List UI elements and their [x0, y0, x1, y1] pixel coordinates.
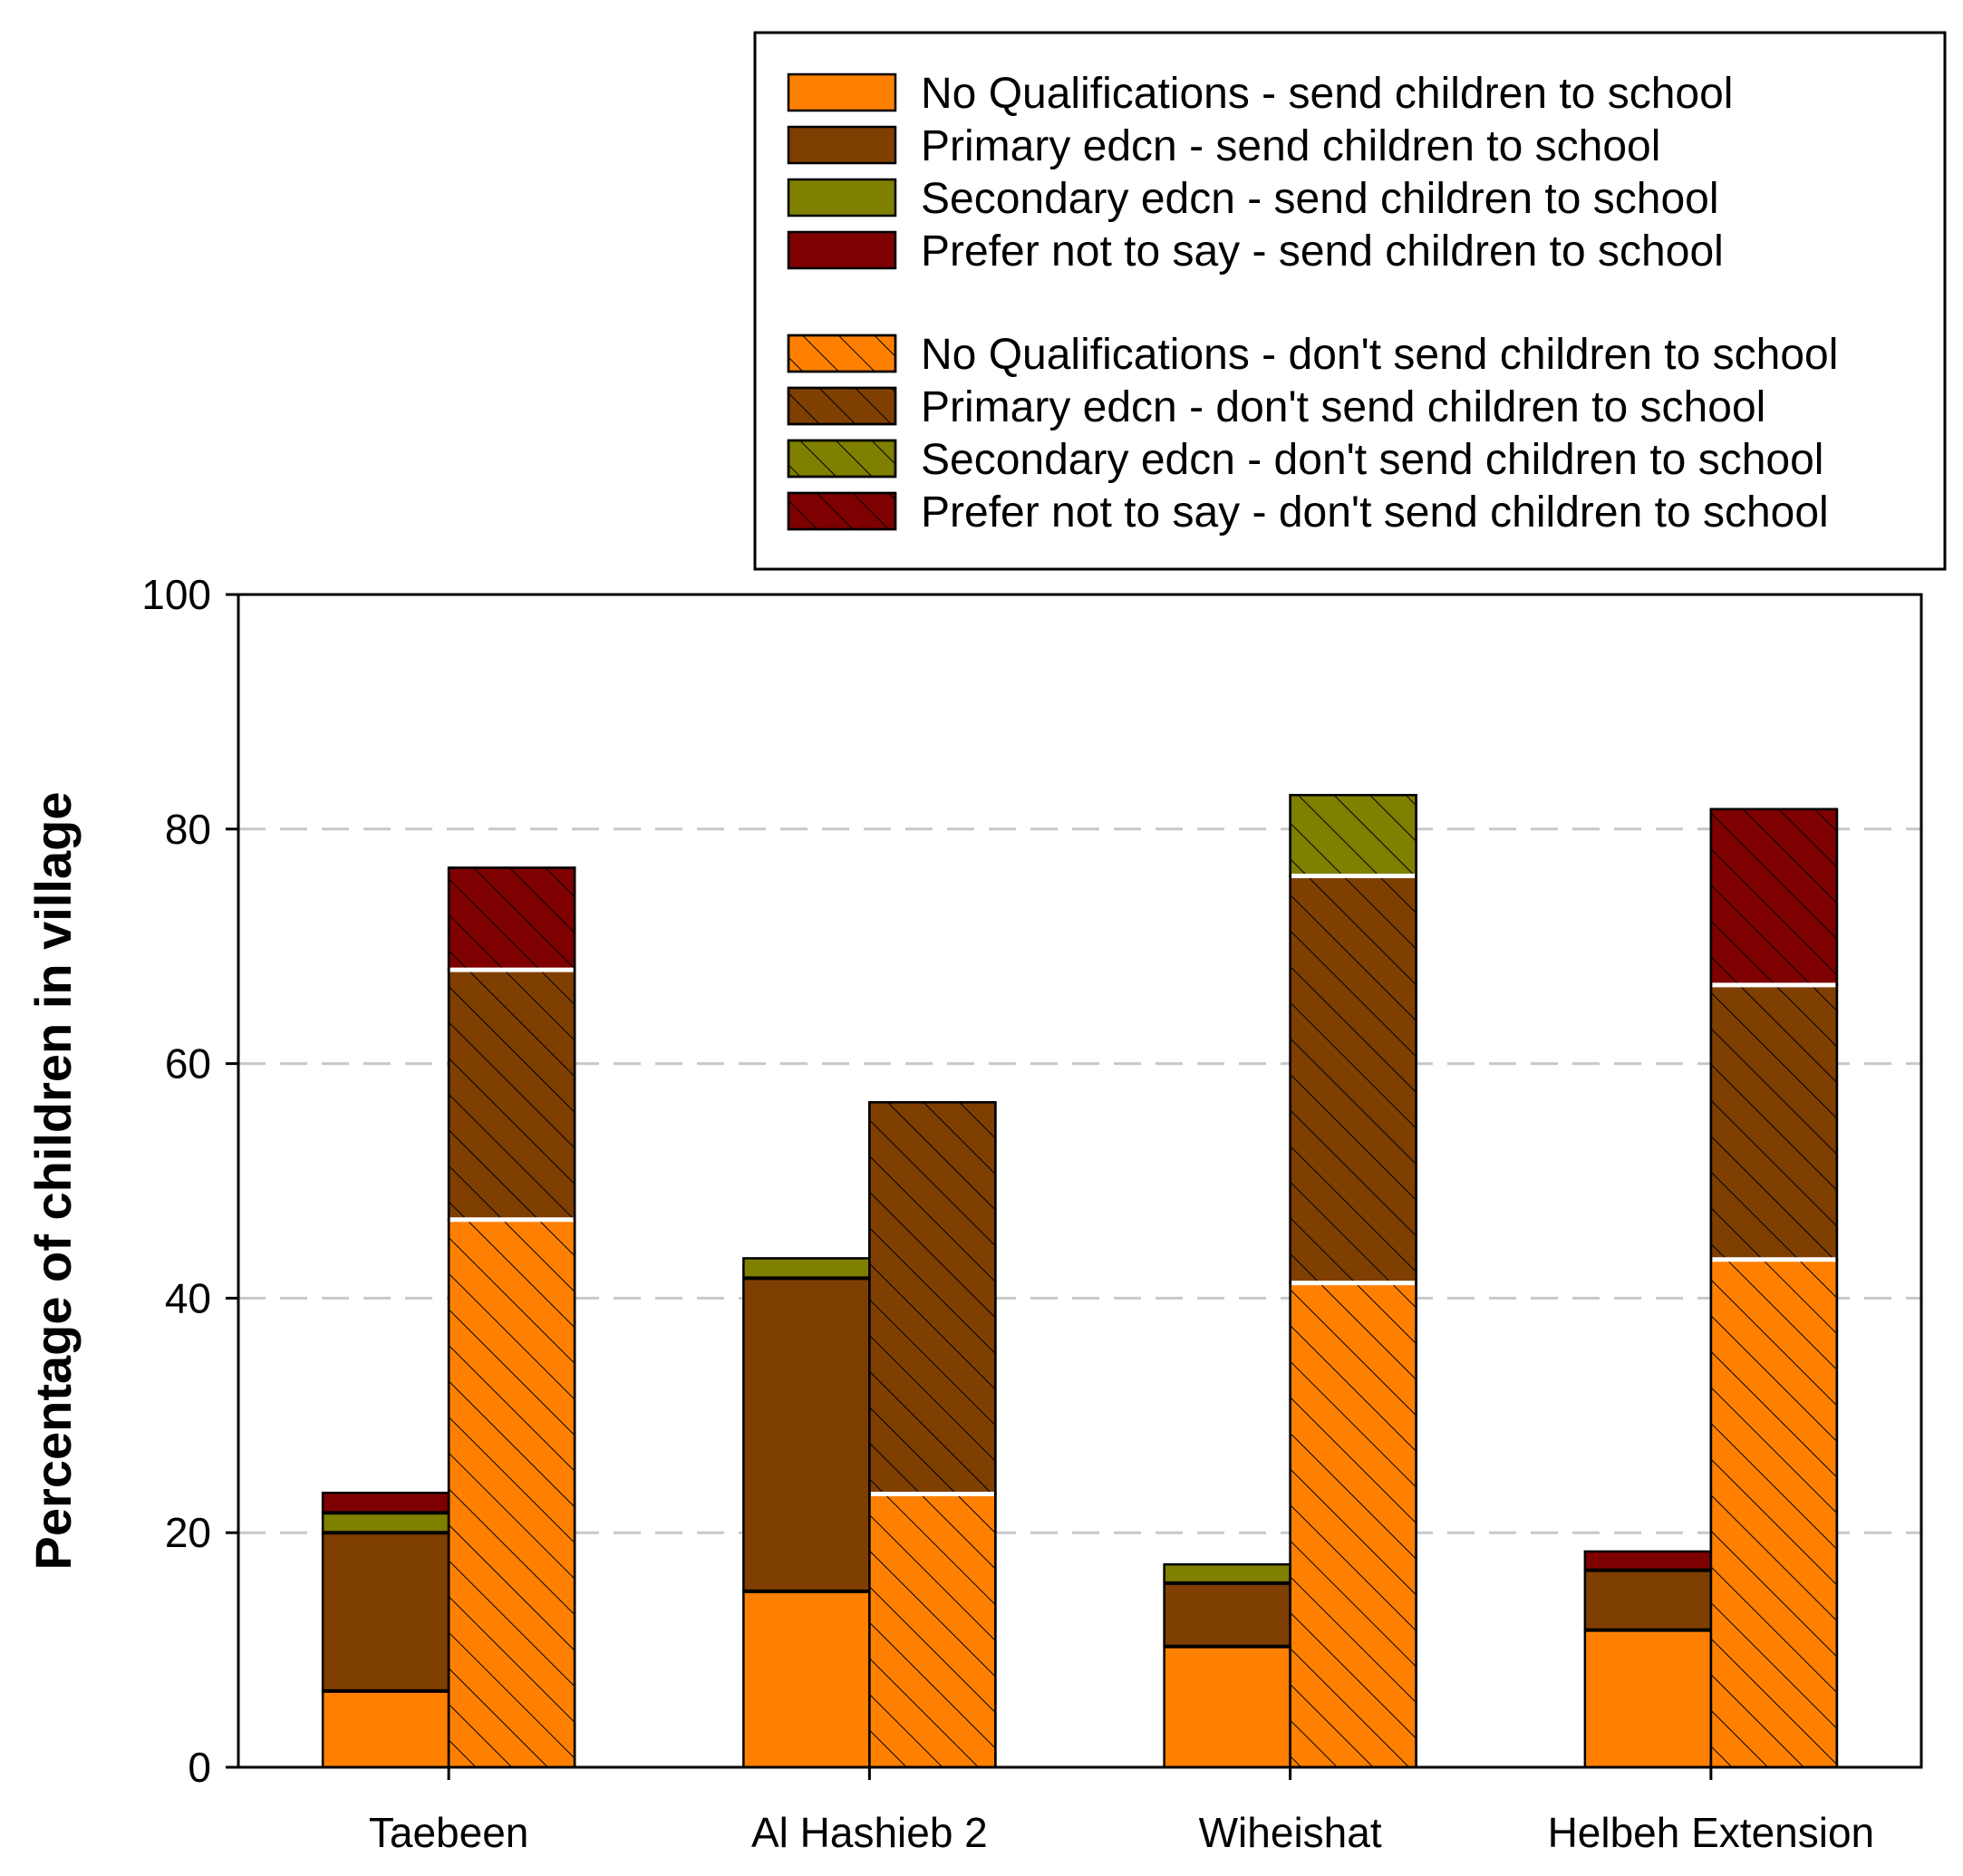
bar-segment — [321, 1511, 450, 1534]
bar-hatch — [447, 866, 576, 972]
legend-label: Secondary edcn - don't send children to … — [921, 436, 1823, 484]
bar-hatch — [868, 1101, 997, 1495]
bar-segment — [1583, 1569, 1713, 1631]
legend-swatch — [787, 230, 897, 270]
legend-swatch — [787, 73, 897, 112]
axes: 0 20 40 60 80 100 Taebeen Al Hashieb 2 Wiheishat… — [141, 571, 1874, 1856]
legend-swatch — [787, 178, 897, 218]
bar-hatch — [1709, 983, 1839, 1261]
legend-label: Prefer not to say - send children to sch… — [921, 227, 1724, 276]
y-axis-label: Percentage of children in village — [24, 792, 82, 1571]
legend-label: No Qualifications - send children to sch… — [921, 70, 1733, 118]
bar-segment — [1583, 1629, 1713, 1769]
legend-swatch-hatch — [787, 334, 897, 373]
bar-segment — [1583, 1550, 1713, 1571]
legend-label: Prefer not to say - don't send children … — [921, 488, 1829, 537]
legend-box — [753, 31, 1947, 571]
y-tick-label: 100 — [141, 571, 211, 618]
bar-segment — [742, 1277, 871, 1593]
bar-hatch — [1289, 875, 1417, 1284]
bar-segment — [742, 1257, 871, 1280]
y-tick-label: 0 — [188, 1744, 211, 1791]
y-tick-label: 60 — [165, 1040, 211, 1088]
bar-segment — [742, 1590, 871, 1769]
legend-swatch-hatch — [787, 491, 897, 531]
x-tick-label: Al Hashieb 2 — [751, 1809, 988, 1856]
bar-hatch — [1709, 807, 1839, 987]
legend-label: No Qualifications - don't send children … — [921, 331, 1838, 379]
y-tick-label: 80 — [165, 806, 211, 853]
bar-segment — [1163, 1562, 1291, 1585]
legend-label: Secondary edcn - send children to school — [921, 175, 1719, 223]
y-tick-label: 20 — [165, 1509, 211, 1556]
bar-hatch — [447, 968, 576, 1221]
legend-label: Primary edcn - don't send children to sc… — [921, 383, 1765, 431]
bar-segment — [321, 1689, 450, 1769]
y-tick-label: 40 — [165, 1274, 211, 1321]
legend-label: Primary edcn - send children to school — [921, 122, 1660, 170]
bar-hatch — [1709, 1258, 1839, 1769]
bar-hatch — [1289, 1281, 1417, 1769]
legend-swatch-hatch — [787, 439, 897, 479]
x-tick-label: Wiheishat — [1199, 1809, 1382, 1856]
bar-segment — [321, 1531, 450, 1693]
x-tick-label: Taebeen — [369, 1809, 529, 1856]
x-tick-label: Helbeh Extension — [1548, 1809, 1875, 1856]
bars — [321, 794, 1839, 1769]
bar-hatch — [447, 1218, 576, 1769]
bar-segment — [321, 1491, 450, 1514]
gridlines — [238, 827, 1921, 1534]
bar-segment — [1163, 1581, 1291, 1648]
plot-area-frame — [237, 593, 1923, 1769]
bar-hatch — [1289, 794, 1417, 877]
legend-swatch — [787, 125, 897, 165]
bar-segment — [1163, 1645, 1291, 1769]
legend: No Qualifications - send children to sch… — [753, 31, 1947, 571]
bar-hatch — [868, 1493, 997, 1769]
legend-swatch-hatch — [787, 386, 897, 426]
